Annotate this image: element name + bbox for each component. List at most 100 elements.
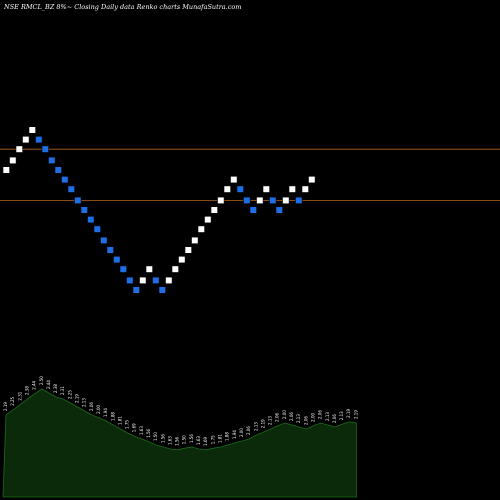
volume-label: 2.13 bbox=[325, 412, 330, 421]
renko-brick-down bbox=[249, 206, 257, 214]
volume-label: 2.06 bbox=[275, 412, 280, 421]
volume-label: 1.56 bbox=[146, 428, 151, 437]
renko-brick-up bbox=[256, 196, 264, 205]
renko-brick-up bbox=[2, 166, 10, 174]
volume-label: 2.06 bbox=[246, 426, 251, 435]
renko-brick-up bbox=[22, 136, 30, 144]
renko-brick-down bbox=[48, 156, 56, 165]
volume-label: 1.56 bbox=[160, 434, 165, 443]
volume-label: 2.19 bbox=[3, 402, 8, 411]
volume-label: 2.00 bbox=[96, 404, 101, 413]
renko-brick-up bbox=[178, 255, 186, 264]
volume-label: 2.25 bbox=[67, 390, 72, 399]
volume-label: 2.06 bbox=[303, 416, 308, 425]
volume-label: 1.81 bbox=[218, 434, 223, 443]
renko-brick-up bbox=[288, 185, 296, 193]
renko-brick-down bbox=[113, 255, 121, 264]
renko-brick-down bbox=[295, 196, 303, 205]
volume-label: 2.25 bbox=[10, 396, 15, 405]
renko-bricks bbox=[2, 126, 316, 294]
volume-label: 1.50 bbox=[153, 432, 158, 441]
renko-brick-up bbox=[9, 156, 17, 165]
renko-brick-down bbox=[126, 276, 134, 285]
volume-label: 1.56 bbox=[189, 434, 194, 443]
volume-label: 1.94 bbox=[103, 408, 108, 417]
volume-label: 2.13 bbox=[82, 398, 87, 407]
volume-label: 2.13 bbox=[296, 414, 301, 423]
renko-brick-down bbox=[269, 196, 277, 205]
volume-label: 2.19 bbox=[260, 419, 265, 428]
volume-label: 2.19 bbox=[75, 394, 80, 403]
volume-label: 2.44 bbox=[32, 380, 37, 389]
volume-label: 1.88 bbox=[225, 432, 230, 441]
chart-title: NSE RMCL_BZ 8%~ Closing Daily data Renko… bbox=[3, 3, 241, 11]
volume-label: 2.19 bbox=[346, 408, 351, 417]
renko-brick-down bbox=[275, 206, 283, 214]
volume-label: 1.69 bbox=[132, 423, 137, 432]
volume-label: 1.50 bbox=[182, 435, 187, 444]
renko-brick-up bbox=[191, 236, 199, 245]
renko-brick-down bbox=[87, 216, 95, 224]
renko-brick-down bbox=[152, 276, 160, 285]
renko-brick-up bbox=[230, 176, 238, 184]
renko-brick-down bbox=[106, 246, 114, 254]
renko-brick-up bbox=[197, 225, 205, 233]
volume-label: 2.13 bbox=[253, 422, 258, 431]
volume-label: 2.06 bbox=[332, 414, 337, 423]
volume-label: 1.88 bbox=[110, 412, 115, 421]
renko-brick-down bbox=[100, 236, 108, 245]
volume-label: 2.31 bbox=[17, 391, 22, 400]
volume-label: 2.38 bbox=[53, 384, 58, 393]
renko-brick-up bbox=[308, 176, 316, 184]
volume-label: 1.75 bbox=[125, 420, 130, 429]
renko-brick-down bbox=[54, 166, 62, 174]
volume-label: 2.13 bbox=[339, 411, 344, 420]
renko-brick-up bbox=[217, 196, 225, 205]
volume-label: 2.06 bbox=[289, 412, 294, 421]
volume-label: 1.94 bbox=[232, 430, 237, 439]
volume-label: 2.13 bbox=[268, 416, 273, 425]
renko-brick-up bbox=[282, 196, 290, 205]
volume-label: 1.75 bbox=[210, 435, 215, 444]
renko-brick-down bbox=[80, 206, 88, 214]
renko-brick-down bbox=[243, 196, 251, 205]
volume-series bbox=[2, 388, 357, 498]
volume-label: 2.00 bbox=[239, 428, 244, 437]
renko-brick-up bbox=[184, 246, 192, 254]
renko-brick-up bbox=[210, 206, 218, 214]
renko-brick-down bbox=[67, 185, 75, 193]
renko-brick-up bbox=[301, 185, 309, 193]
volume-label: 2.19 bbox=[353, 410, 358, 419]
volume-label: 1.63 bbox=[167, 436, 172, 445]
renko-brick-up bbox=[223, 185, 231, 193]
renko-brick-down bbox=[132, 286, 140, 294]
renko-brick-down bbox=[74, 196, 82, 205]
volume-label: 2.06 bbox=[89, 402, 94, 411]
volume-label: 1.69 bbox=[203, 436, 208, 445]
renko-brick-down bbox=[236, 185, 244, 193]
volume-label: 1.56 bbox=[175, 436, 180, 445]
volume-label: 2.50 bbox=[39, 376, 44, 385]
volume-label: 2.06 bbox=[318, 410, 323, 419]
volume-label: 2.00 bbox=[282, 410, 287, 419]
renko-brick-up bbox=[145, 265, 153, 273]
renko-brick-up bbox=[204, 216, 212, 224]
volume-label: 1.63 bbox=[139, 426, 144, 435]
volume-labels: 2.192.252.312.382.442.50 2.44 2.38 2.31 2.25… bbox=[3, 376, 358, 446]
volume-area bbox=[2, 388, 357, 498]
renko-brick-down bbox=[158, 286, 166, 294]
volume-label: 2.00 bbox=[310, 412, 315, 421]
renko-brick-up bbox=[171, 265, 179, 273]
renko-brick-down bbox=[35, 136, 43, 144]
renko-brick-down bbox=[41, 145, 49, 153]
renko-brick-up bbox=[165, 276, 173, 285]
volume-label: 1.63 bbox=[196, 436, 201, 445]
renko-brick-up bbox=[15, 145, 23, 153]
renko-brick-up bbox=[28, 126, 36, 134]
renko-brick-up bbox=[262, 185, 270, 193]
renko-brick-up bbox=[139, 276, 147, 285]
renko-brick-down bbox=[61, 176, 69, 184]
volume-label: 2.44 bbox=[46, 380, 51, 389]
volume-label: 2.38 bbox=[24, 386, 29, 395]
